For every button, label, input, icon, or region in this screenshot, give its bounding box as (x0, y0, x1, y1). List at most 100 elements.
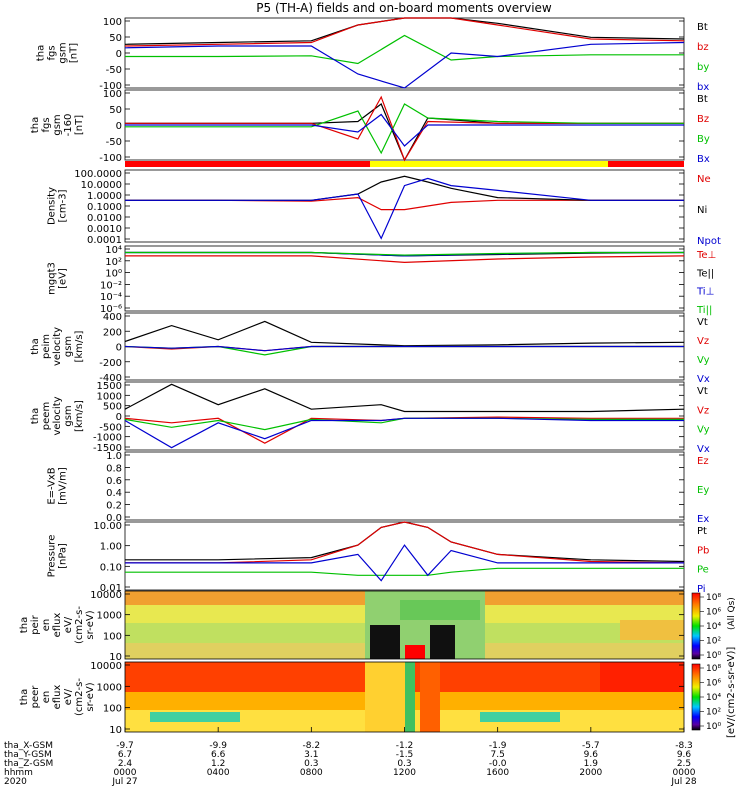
xaxis-value: 1.2 (211, 759, 225, 769)
legend-Ey: Ey (697, 485, 709, 496)
y-tick-label: 0.8 (106, 463, 122, 474)
y-tick-label: 10⁻⁶ (100, 304, 122, 315)
y-tick-label: 10 (109, 725, 122, 736)
xaxis-value: 0000 (114, 768, 137, 778)
legend-Ex: Ex (697, 514, 709, 525)
legend-Te⊥: Te⊥ (696, 250, 716, 261)
xaxis-value: 0800 (300, 768, 323, 778)
panel-ylabel: Density (47, 187, 58, 225)
panel-ylabel: tha (19, 617, 30, 633)
y-tick-label: 0.01 (100, 583, 122, 594)
xaxis-value: -1.5 (396, 750, 414, 760)
y-tick-label: 400 (103, 312, 122, 323)
legend-Ti||: Ti|| (696, 305, 712, 316)
y-tick-label: 10000 (90, 661, 122, 672)
y-tick-label: 1.00 (100, 542, 122, 553)
legend-Ni: Ni (697, 205, 707, 216)
y-tick-label: 0.0 (106, 513, 122, 524)
y-tick-label: 100.0000 (74, 169, 122, 180)
panel-ylabel: peim (41, 334, 52, 359)
xaxis-value: 2.5 (677, 759, 691, 769)
legend-Vz: Vz (697, 336, 709, 347)
y-tick-label: 0.4 (106, 488, 122, 499)
y-tick-label: 10000 (90, 590, 122, 601)
panel-ylabel: Pressure (47, 535, 58, 578)
legend-Pt: Pt (697, 526, 707, 537)
colorbar-tick: 10² (706, 708, 721, 718)
panel-ylabel: tha (30, 338, 41, 354)
legend-Vz: Vz (697, 405, 709, 416)
series-fgs2-Bz (125, 95, 684, 162)
xaxis-value: 7.5 (491, 750, 505, 760)
mode-bar (125, 161, 684, 167)
legend-by: by (697, 62, 709, 73)
y-tick-label: 0.10 (100, 562, 122, 573)
colorbar-tick: 10⁸ (706, 593, 721, 603)
y-tick-label: 10.00 (93, 521, 122, 532)
xaxis-value: 3.1 (304, 750, 318, 760)
colorbar-electron (691, 663, 701, 731)
xaxis-value: 6.6 (211, 750, 226, 760)
y-tick-label: -50 (106, 137, 122, 148)
xaxis-row-label: 2020 (4, 777, 27, 787)
legend-Vy: Vy (697, 355, 710, 366)
panel-ylabel: gsm (63, 336, 74, 357)
series-vi-Vt (124, 320, 685, 347)
panel-ylabel: (cm2-s- (74, 678, 85, 716)
panel-ylabel: eV/ (63, 616, 74, 633)
panel-ylabel: velocity (52, 396, 63, 435)
y-tick-label: 100 (103, 704, 122, 715)
y-tick-label: 0.6 (106, 476, 122, 487)
y-tick-label: 10⁴ (105, 245, 122, 256)
y-tick-label: -100 (99, 153, 122, 164)
panel-ylabel: mgqt3 (47, 262, 58, 295)
panel-frame-density (124, 169, 685, 243)
legend-Vt: Vt (697, 386, 708, 397)
series-temp-Te⊥ (125, 255, 685, 264)
xaxis-value: -9.7 (116, 741, 134, 751)
figure-title: P5 (TH-A) fields and on-board moments ov… (256, 1, 552, 15)
panel-ylabel: eflux (52, 685, 63, 710)
panel-ylabel: eflux (52, 613, 63, 638)
series-vi-Vx (124, 345, 684, 352)
legend-Vt: Vt (697, 317, 708, 328)
series-temp-Ti|| (125, 251, 684, 256)
panel-ylabel: [nT] (74, 115, 85, 135)
xaxis-row-label: tha_X-GSM (4, 741, 53, 751)
y-tick-label: -500 (99, 422, 122, 433)
series-density-Npot (125, 177, 684, 240)
y-tick-label: 0.0001 (87, 235, 122, 246)
legend-Bz: Bz (697, 114, 709, 125)
y-tick-label: 10 (109, 652, 122, 663)
legend-Pb: Pb (697, 545, 709, 556)
panel-ylabel: tha (36, 45, 47, 61)
series-pressure-Pi (125, 544, 684, 582)
y-tick-label: 1.0 (106, 451, 122, 462)
legend-Vx: Vx (697, 444, 710, 455)
colorbar-tick: 10² (706, 637, 721, 647)
xaxis-value: 1200 (393, 768, 416, 778)
panel-frame-temp (124, 245, 685, 312)
panel-ylabel: [nPa] (58, 543, 69, 569)
series-fgs-by (125, 34, 684, 65)
xaxis-value: 0400 (207, 768, 230, 778)
legend-By: By (697, 134, 710, 145)
y-tick-label: 0.0100 (87, 213, 122, 224)
panel-ylabel: sr-eV) (85, 610, 96, 639)
xaxis-value: 2000 (579, 768, 602, 778)
y-tick-label: 10² (105, 257, 122, 268)
y-tick-label: 0.1000 (87, 202, 122, 213)
electron-spectrogram (125, 662, 684, 732)
panel-ylabel: tha (30, 408, 41, 424)
y-tick-label: 10⁻⁴ (100, 292, 122, 303)
xaxis-value: -8.3 (675, 741, 693, 751)
panel-frame-ispec (124, 590, 685, 660)
legend-Vx: Vx (697, 374, 710, 385)
y-tick-label: 10⁰ (105, 269, 122, 280)
colorbar-qs: (All Qs) (727, 597, 737, 630)
panel-ylabel: fgs (41, 117, 52, 132)
y-tick-label: 1000 (97, 611, 122, 622)
y-tick-label: 500 (103, 402, 122, 413)
panel-ylabel: eV/ (63, 688, 74, 705)
xaxis-value: 1600 (486, 768, 509, 778)
